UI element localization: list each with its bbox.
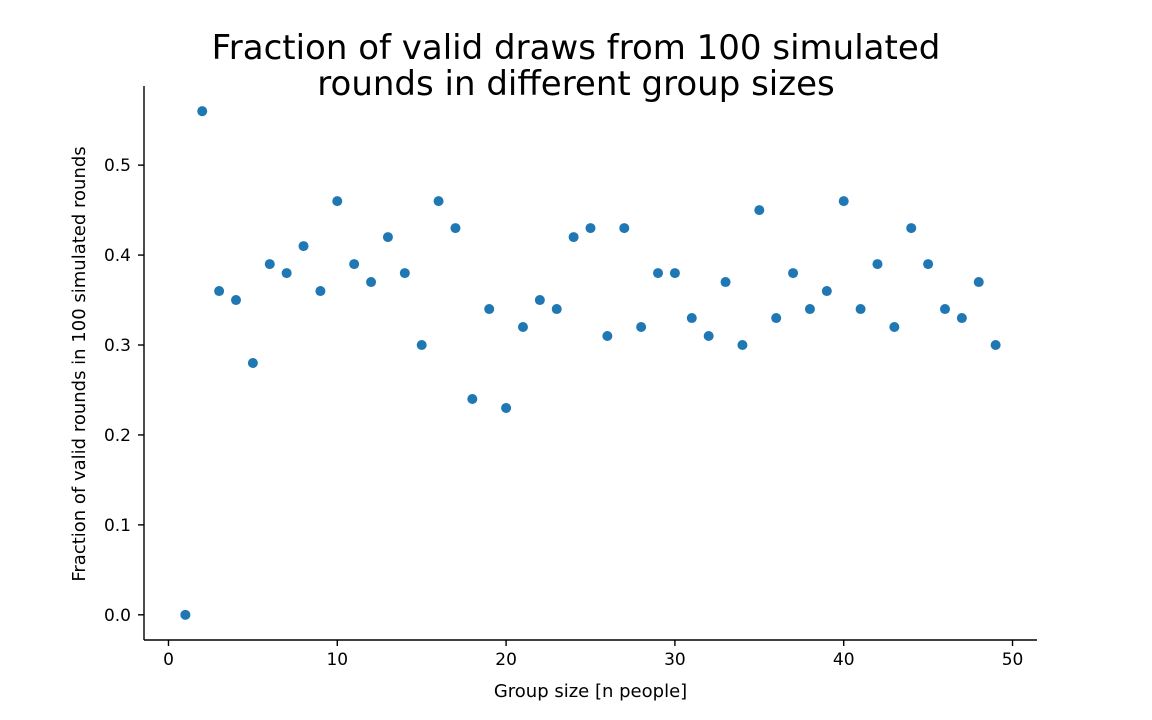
axis-ticks: 0 10 20 30 40 50 0.0 0.1 0.2 0.3 0.4 0.5 xyxy=(104,156,1023,670)
data-point xyxy=(551,304,562,315)
data-point xyxy=(906,223,917,234)
data-point xyxy=(720,277,731,288)
data-point xyxy=(214,286,225,297)
x-tick-label: 30 xyxy=(664,650,686,670)
y-tick-label: 0.2 xyxy=(104,426,131,446)
data-point xyxy=(754,205,765,216)
data-point xyxy=(872,259,883,270)
data-point xyxy=(534,295,545,306)
y-tick-label: 0.3 xyxy=(104,336,131,356)
data-point xyxy=(973,277,984,288)
data-points xyxy=(180,106,1001,620)
data-point xyxy=(197,106,208,117)
data-point xyxy=(382,232,393,243)
y-tick-label: 0.4 xyxy=(104,246,131,266)
data-point xyxy=(247,358,258,368)
data-point xyxy=(281,268,292,279)
data-point xyxy=(467,393,478,404)
data-point xyxy=(399,268,410,279)
x-tick-label: 20 xyxy=(495,650,517,670)
data-point xyxy=(231,295,242,306)
data-point xyxy=(501,402,512,413)
x-tick-label: 50 xyxy=(1002,650,1024,670)
data-point xyxy=(990,340,1001,351)
data-point xyxy=(653,268,664,279)
y-tick-label: 0.1 xyxy=(104,516,131,536)
data-point xyxy=(517,322,528,333)
data-point xyxy=(804,304,815,315)
data-point xyxy=(855,304,866,315)
data-point xyxy=(332,196,343,207)
data-point xyxy=(838,196,849,207)
data-point xyxy=(788,268,799,279)
data-point xyxy=(669,268,680,279)
data-point xyxy=(264,259,275,270)
data-point xyxy=(450,223,461,234)
data-point xyxy=(889,322,900,333)
data-point xyxy=(771,313,782,324)
y-axis-label: Fraction of valid rounds in 100 simulate… xyxy=(69,146,90,581)
data-point xyxy=(939,304,950,315)
data-point xyxy=(568,232,579,243)
data-point xyxy=(956,313,967,324)
data-point xyxy=(484,304,495,315)
data-point xyxy=(602,331,613,342)
data-point xyxy=(821,286,832,297)
data-point xyxy=(619,223,630,234)
data-point xyxy=(366,277,377,288)
data-point xyxy=(636,322,647,333)
data-point xyxy=(315,286,326,297)
x-tick-label: 0 xyxy=(163,650,174,670)
data-point xyxy=(585,223,596,234)
data-point xyxy=(923,259,934,270)
data-point xyxy=(433,196,444,207)
x-tick-label: 10 xyxy=(326,650,348,670)
y-tick-label: 0.5 xyxy=(104,156,131,176)
y-tick-label: 0.0 xyxy=(104,606,131,626)
data-point xyxy=(737,340,748,351)
data-point xyxy=(416,340,427,351)
data-point xyxy=(703,331,714,342)
data-point xyxy=(180,609,191,620)
data-point xyxy=(298,241,309,252)
x-tick-label: 40 xyxy=(833,650,855,670)
data-point xyxy=(686,313,697,324)
data-point xyxy=(349,259,360,270)
chart-title: Fraction of valid draws from 100 simulat… xyxy=(211,28,941,104)
x-axis-label: Group size [n people] xyxy=(494,681,687,702)
